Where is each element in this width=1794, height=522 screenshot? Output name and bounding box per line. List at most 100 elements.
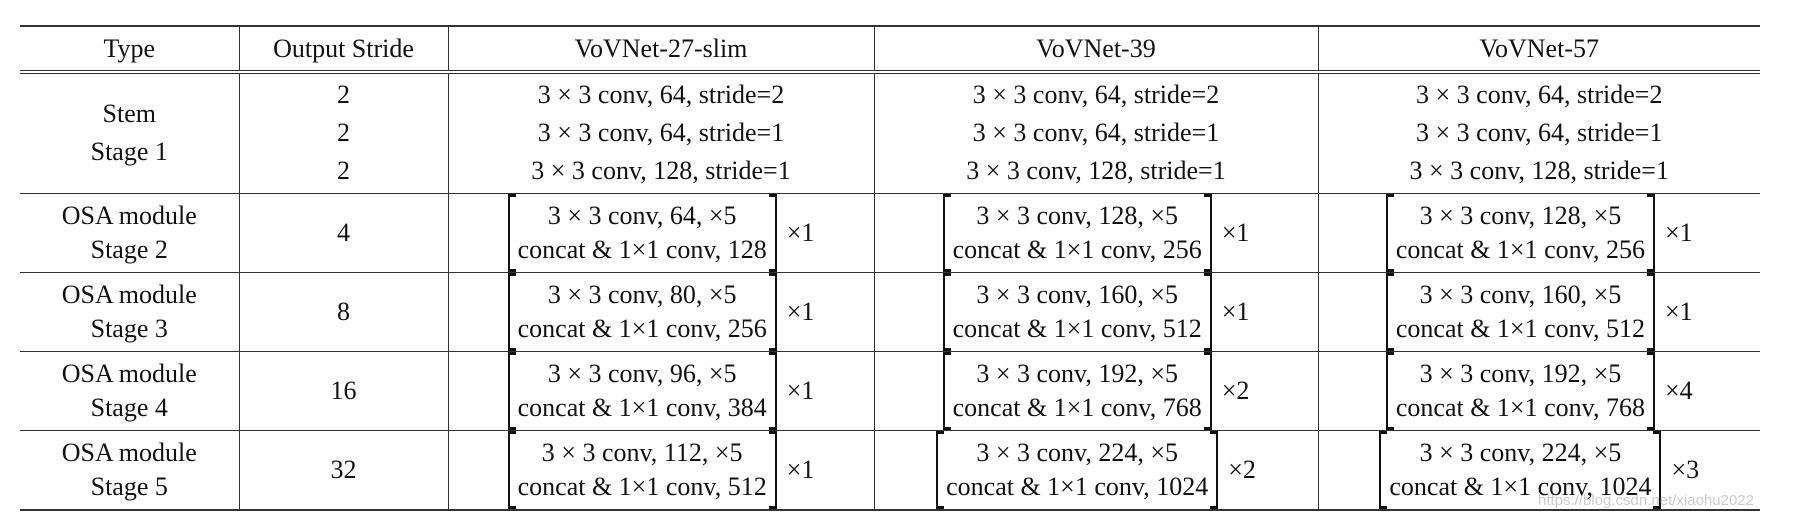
- repeat-count: ×4: [1664, 375, 1693, 405]
- layer-spec: concat & 1×1 conv, 1024: [1389, 471, 1652, 501]
- layer-spec: concat & 1×1 conv, 256: [517, 313, 767, 343]
- type-cell: Stem Stage 1: [20, 72, 239, 193]
- layer-spec: 3 × 3 conv, 64, stride=2: [972, 80, 1220, 110]
- osa-block: 3 × 3 conv, 224, ×5 concat & 1×1 conv, 10…: [1319, 430, 1761, 509]
- block-cell: 3 × 3 conv, 192, ×5 concat & 1×1 conv, 76…: [1317, 351, 1761, 430]
- repeat-count: ×1: [786, 296, 815, 326]
- osa-block: 3 × 3 conv, 96, ×5 concat & 1×1 conv, 384…: [449, 351, 874, 430]
- type-label: OSA module: [61, 279, 197, 309]
- bracket-group: 3 × 3 conv, 64, ×5 concat & 1×1 conv, 128: [507, 193, 777, 272]
- header-row: Type Output Stride VoVNet-27-slim VoVNet-39…: [20, 26, 1760, 73]
- block-cell: 3 × 3 conv, 96, ×5 concat & 1×1 conv, 384…: [447, 351, 874, 430]
- table-row: OSA module Stage 2 4 3 × 3 conv, 64, ×5 conc…: [20, 193, 1760, 272]
- type-label: OSA module: [61, 200, 197, 230]
- column-header: VoVNet-27-slim: [447, 26, 874, 73]
- layer-spec: 3 × 3 conv, 64, stride=2: [1416, 80, 1663, 110]
- bracket-group: 3 × 3 conv, 112, ×5 concat & 1×1 conv, 51…: [507, 430, 777, 509]
- osa-block: 3 × 3 conv, 192, ×5 concat & 1×1 conv, 76…: [875, 351, 1318, 430]
- stride-value: 2: [337, 118, 350, 148]
- stride-value: 4: [238, 193, 448, 272]
- layer-spec: concat & 1×1 conv, 256: [1395, 234, 1645, 264]
- stride-value: 2: [337, 156, 350, 186]
- type-label: Stage 1: [90, 137, 168, 167]
- layer-spec: concat & 1×1 conv, 384: [517, 392, 767, 422]
- type-cell: OSA module Stage 2: [20, 193, 239, 272]
- layer-spec: 3 × 3 conv, 224, ×5: [1419, 437, 1622, 467]
- layer-spec: concat & 1×1 conv, 512: [952, 313, 1202, 343]
- layer-cell: 3 × 3 conv, 64, stride=2 3 × 3 conv, 64, …: [1317, 72, 1760, 193]
- type-label: OSA module: [61, 437, 197, 467]
- block-cell: 3 × 3 conv, 112, ×5 concat & 1×1 conv, 51…: [447, 430, 874, 510]
- table-row: OSA module Stage 5 32 3 × 3 conv, 112, ×5 co…: [20, 430, 1760, 510]
- osa-block: 3 × 3 conv, 128, ×5 concat & 1×1 conv, 25…: [1319, 193, 1761, 272]
- block-cell: 3 × 3 conv, 224, ×5 concat & 1×1 conv, 10…: [873, 430, 1318, 510]
- layer-spec: 3 × 3 conv, 64, stride=1: [1416, 118, 1663, 148]
- type-label: Stem: [102, 99, 156, 129]
- repeat-count: ×3: [1671, 454, 1700, 484]
- stride-value: 8: [238, 272, 448, 351]
- layer-spec: 3 × 3 conv, 128, ×5: [1419, 200, 1622, 230]
- bracket-group: 3 × 3 conv, 160, ×5 concat & 1×1 conv, 51…: [942, 272, 1212, 351]
- bracket-group: 3 × 3 conv, 160, ×5 concat & 1×1 conv, 51…: [1385, 272, 1655, 351]
- layer-cell: 3 × 3 conv, 64, stride=2 3 × 3 conv, 64, …: [447, 72, 874, 193]
- osa-block: 3 × 3 conv, 80, ×5 concat & 1×1 conv, 256…: [449, 272, 874, 351]
- layer-spec: 3 × 3 conv, 96, ×5: [547, 358, 737, 388]
- block-cell: 3 × 3 conv, 160, ×5 concat & 1×1 conv, 51…: [873, 272, 1318, 351]
- stride-cell: 2 2 2: [238, 72, 448, 193]
- type-label: Stage 4: [90, 392, 168, 422]
- layer-spec: 3 × 3 conv, 80, ×5: [547, 279, 737, 309]
- repeat-count: ×1: [1221, 217, 1250, 247]
- block-cell: 3 × 3 conv, 160, ×5 concat & 1×1 conv, 51…: [1317, 272, 1760, 351]
- type-label: Stage 5: [90, 471, 168, 501]
- osa-block: 3 × 3 conv, 224, ×5 concat & 1×1 conv, 10…: [875, 430, 1318, 509]
- stride-value: 16: [238, 351, 448, 430]
- repeat-count: ×1: [786, 375, 815, 405]
- stride-value: 32: [238, 430, 448, 510]
- repeat-count: ×2: [1221, 375, 1250, 405]
- type-cell: OSA module Stage 4: [20, 351, 239, 430]
- layer-spec: 3 × 3 conv, 112, ×5: [541, 437, 743, 467]
- layer-spec: 3 × 3 conv, 64, stride=1: [972, 118, 1220, 148]
- osa-block: 3 × 3 conv, 192, ×5 concat & 1×1 conv, 76…: [1319, 351, 1761, 430]
- block-cell: 3 × 3 conv, 128, ×5 concat & 1×1 conv, 25…: [873, 193, 1318, 272]
- osa-block: 3 × 3 conv, 160, ×5 concat & 1×1 conv, 51…: [875, 272, 1318, 351]
- type-cell: OSA module Stage 3: [20, 272, 239, 351]
- repeat-count: ×1: [1221, 296, 1250, 326]
- bracket-group: 3 × 3 conv, 192, ×5 concat & 1×1 conv, 76…: [942, 351, 1212, 430]
- bracket-group: 3 × 3 conv, 224, ×5 concat & 1×1 conv, 10…: [936, 430, 1219, 509]
- osa-block: 3 × 3 conv, 112, ×5 concat & 1×1 conv, 51…: [449, 430, 874, 509]
- layer-spec: 3 × 3 conv, 160, ×5: [976, 279, 1178, 309]
- layer-spec: 3 × 3 conv, 64, stride=1: [537, 118, 785, 148]
- type-label: Stage 2: [90, 234, 168, 264]
- layer-spec: 3 × 3 conv, 64, ×5: [547, 200, 737, 230]
- block-cell: 3 × 3 conv, 128, ×5 concat & 1×1 conv, 25…: [1317, 193, 1761, 272]
- table-row: OSA module Stage 3 8 3 × 3 conv, 80, ×5 conc…: [20, 272, 1760, 351]
- bracket-group: 3 × 3 conv, 96, ×5 concat & 1×1 conv, 384: [507, 351, 777, 430]
- column-header: Output Stride: [238, 26, 448, 73]
- repeat-count: ×1: [1664, 296, 1693, 326]
- column-header: Type: [20, 26, 239, 73]
- osa-block: 3 × 3 conv, 128, ×5 concat & 1×1 conv, 25…: [875, 193, 1318, 272]
- bracket-group: 3 × 3 conv, 192, ×5 concat & 1×1 conv, 76…: [1385, 351, 1655, 430]
- layer-cell: 3 × 3 conv, 64, stride=2 3 × 3 conv, 64, …: [873, 72, 1318, 193]
- table-header: Type Output Stride VoVNet-27-slim VoVNet-39…: [20, 26, 1760, 73]
- layer-spec: 3 × 3 conv, 128, stride=1: [1409, 156, 1669, 186]
- repeat-count: ×1: [786, 217, 815, 247]
- osa-block: 3 × 3 conv, 64, ×5 concat & 1×1 conv, 128…: [449, 193, 874, 272]
- type-label: OSA module: [61, 358, 197, 388]
- block-cell: 3 × 3 conv, 192, ×5 concat & 1×1 conv, 76…: [873, 351, 1318, 430]
- repeat-count: ×1: [786, 454, 815, 484]
- bracket-group: 3 × 3 conv, 128, ×5 concat & 1×1 conv, 25…: [942, 193, 1212, 272]
- layer-spec: concat & 1×1 conv, 512: [517, 471, 767, 501]
- watermark: https://blog.csdn.net/xiaohu2022: [1538, 492, 1754, 509]
- layer-spec: 3 × 3 conv, 192, ×5: [1419, 358, 1622, 388]
- layer-spec: concat & 1×1 conv, 1024: [946, 471, 1209, 501]
- repeat-count: ×1: [1664, 217, 1693, 247]
- bracket-group: 3 × 3 conv, 128, ×5 concat & 1×1 conv, 25…: [1385, 193, 1655, 272]
- layer-spec: 3 × 3 conv, 224, ×5: [976, 437, 1178, 467]
- table-row: OSA module Stage 4 16 3 × 3 conv, 96, ×5 con…: [20, 351, 1760, 430]
- bracket-group: 3 × 3 conv, 224, ×5 concat & 1×1 conv, 10…: [1379, 430, 1662, 509]
- stride-value: 2: [337, 80, 350, 110]
